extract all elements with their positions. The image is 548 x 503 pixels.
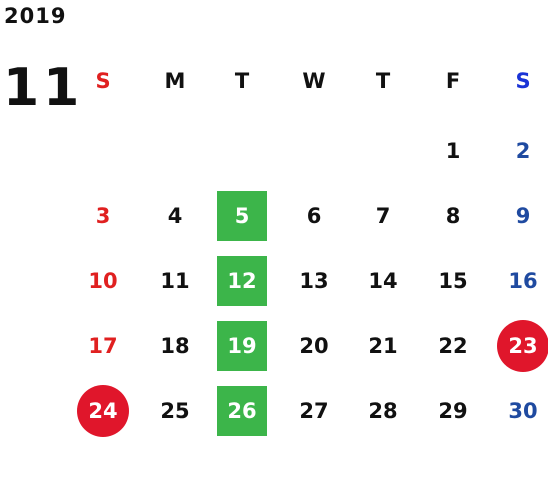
- month-number: 11: [3, 58, 84, 118]
- day-cell: 28: [368, 398, 398, 423]
- weekday-header-row: S M T W T F S: [70, 60, 548, 102]
- weekday-header-wednesday: W: [302, 69, 326, 93]
- day-cell: 25: [160, 398, 190, 423]
- day-cell-highlighted: 19: [207, 313, 277, 378]
- day-cell: 11: [160, 268, 190, 293]
- week-row-2: 3 4 5 6 7 8 9: [70, 183, 548, 248]
- week-row-3: 10 11 12 13 14 15 16: [70, 248, 548, 313]
- weekday-header-tuesday: T: [234, 69, 250, 93]
- day-cell: [207, 118, 277, 183]
- weekday-header-monday: M: [164, 69, 186, 93]
- day-cell: 17: [88, 333, 118, 358]
- weekday-header-thursday: T: [375, 69, 391, 93]
- day-cell: 27: [299, 398, 329, 423]
- week-row-5: 24 25 26 27 28 29 30: [70, 378, 548, 443]
- day-cell: [68, 118, 138, 183]
- day-cell: 1: [445, 138, 461, 163]
- day-cell: 6: [306, 203, 322, 228]
- weekday-header-saturday: S: [515, 69, 531, 93]
- day-cell-holiday: 24: [68, 378, 138, 443]
- day-cell: [348, 118, 418, 183]
- day-cell-highlighted: 5: [207, 183, 277, 248]
- day-cell: 29: [438, 398, 468, 423]
- day-cell: [279, 118, 349, 183]
- day-cell: 16: [508, 268, 538, 293]
- day-cell: 4: [167, 203, 183, 228]
- year-label: 2019: [4, 4, 67, 28]
- day-cell-holiday: 23: [488, 313, 548, 378]
- week-row-4: 17 18 19 20 21 22 23: [70, 313, 548, 378]
- weekday-header-sunday: S: [95, 69, 111, 93]
- day-cell: 18: [160, 333, 190, 358]
- day-cell-highlighted: 12: [207, 248, 277, 313]
- day-cell: 10: [88, 268, 118, 293]
- day-cell: 15: [438, 268, 468, 293]
- day-cell: 13: [299, 268, 329, 293]
- day-cell: 20: [299, 333, 329, 358]
- day-cell-highlighted: 26: [207, 378, 277, 443]
- day-cell: 30: [508, 398, 538, 423]
- day-cell: 21: [368, 333, 398, 358]
- day-cell: [140, 118, 210, 183]
- day-cell: 2: [515, 138, 531, 163]
- weekday-header-friday: F: [445, 69, 461, 93]
- day-cell: 8: [445, 203, 461, 228]
- day-cell: 7: [375, 203, 391, 228]
- day-cell: 14: [368, 268, 398, 293]
- day-cell: 9: [515, 203, 531, 228]
- day-cell: 22: [438, 333, 468, 358]
- day-cell: 3: [95, 203, 111, 228]
- week-row-1: 1 2: [70, 118, 548, 183]
- calendar-grid: S M T W T F S 1 2 3 4 5 6 7 8 9 10 11 12…: [70, 60, 548, 443]
